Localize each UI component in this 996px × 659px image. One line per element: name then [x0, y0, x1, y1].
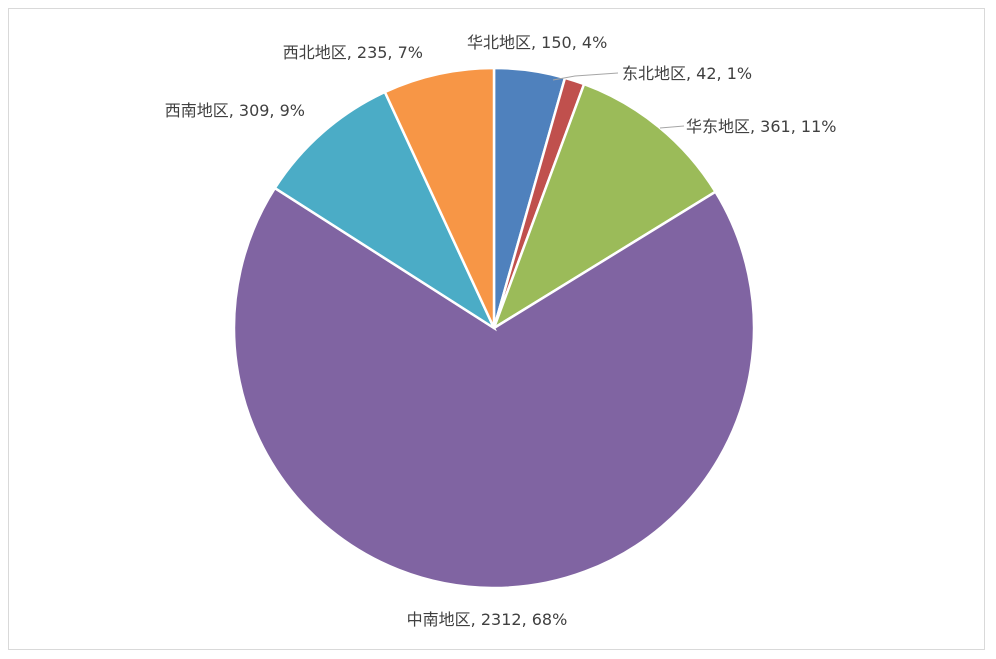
leader-line [552, 72, 619, 81]
data-label: 西北地区, 235, 7% [283, 43, 423, 62]
data-label: 西南地区, 309, 9% [165, 101, 305, 120]
leader-line [659, 125, 685, 129]
data-label: 中南地区, 2312, 68% [407, 610, 568, 629]
pie-slice-6 [383, 66, 496, 329]
chart-area [8, 8, 985, 650]
pie-slice-5 [273, 90, 497, 332]
data-label: 华东地区, 361, 11% [686, 117, 836, 136]
data-label: 东北地区, 42, 1% [622, 64, 752, 83]
data-label: 华北地区, 150, 4% [467, 33, 607, 52]
pie-slice-3 [491, 82, 718, 331]
pie-slice-4 [232, 186, 756, 590]
